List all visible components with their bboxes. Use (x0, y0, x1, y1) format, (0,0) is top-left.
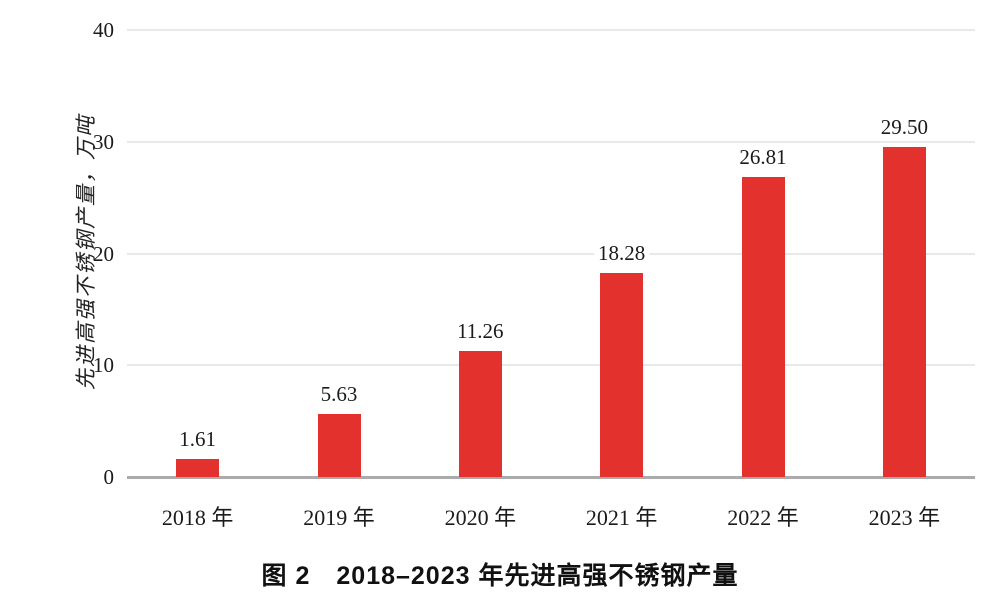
y-tick-label-0: 0 (103, 465, 115, 489)
figure-caption: 图 2 2018–2023 年先进高强不锈钢产量 (261, 562, 739, 590)
x-tick-label: 2019 年 (303, 505, 375, 530)
y-tick-label-40: 40 (93, 18, 114, 42)
gridline-y10 (127, 364, 975, 367)
bar-value-label: 5.63 (316, 382, 362, 407)
bar-2020年 (458, 351, 502, 477)
y-tick-label-20: 20 (93, 241, 114, 266)
bar-2022年 (741, 177, 785, 477)
gridline-y40 (127, 29, 975, 31)
bar-value-label: 1.61 (175, 427, 221, 451)
bar-value-label: 11.26 (453, 319, 508, 344)
x-tick-label: 2020 年 (444, 505, 517, 530)
bar-value-label: 18.28 (594, 240, 650, 265)
bar-2019年 (317, 414, 361, 477)
bar-value-label: 26.81 (735, 145, 791, 170)
x-tick-label: 2022 年 (727, 505, 799, 530)
bar-2021年 (600, 272, 644, 477)
bar-2023年 (882, 147, 926, 477)
bar-2018年 (176, 459, 220, 477)
gridline-y30 (127, 140, 975, 143)
gridline-y20 (127, 252, 975, 255)
bar-value-label: 29.50 (876, 115, 932, 140)
y-tick-label-10: 10 (93, 353, 114, 378)
x-tick-label: 2023 年 (868, 505, 941, 530)
x-tick-label: 2018 年 (161, 505, 234, 530)
y-tick-label-30: 30 (93, 129, 114, 154)
x-tick-label: 2021 年 (585, 505, 658, 530)
x-axis-line (127, 476, 975, 479)
